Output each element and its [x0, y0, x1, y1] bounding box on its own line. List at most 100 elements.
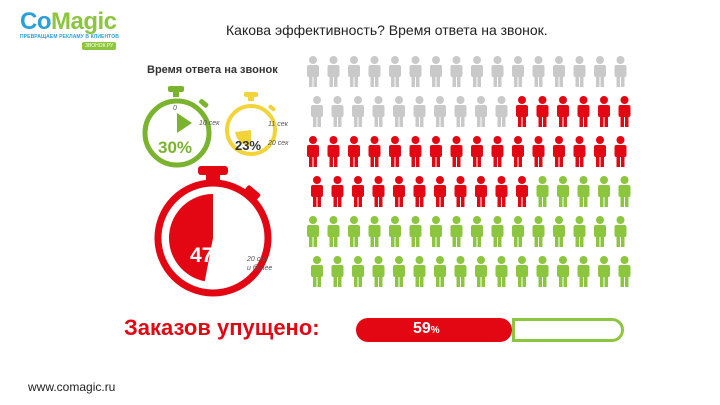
person-icon [307, 216, 319, 247]
person-icon [532, 136, 545, 167]
person-icon [516, 176, 528, 207]
logo-tagline: ПРЕВРАЩАЕМ РЕКЛАМУ В КЛИЕНТОВ [20, 34, 119, 40]
stopwatch-icon-yellow [225, 92, 277, 156]
person-icon [618, 96, 631, 127]
person-icon [372, 96, 385, 127]
person-icon [327, 136, 340, 167]
slide-title: Какова эффективность? Время ответа на зв… [226, 22, 548, 38]
person-icon [594, 136, 606, 167]
person-icon [618, 176, 631, 207]
person-icon [536, 96, 549, 127]
person-icon [618, 256, 631, 287]
person-icon [430, 136, 442, 167]
person-icon [450, 56, 463, 87]
person-icon [454, 256, 467, 287]
logo-badge: ЗВОНОК.РУ [82, 42, 117, 50]
person-icon [393, 256, 405, 287]
person-icon [352, 96, 364, 127]
person-icon [573, 216, 586, 247]
person-icon [598, 176, 610, 207]
person-icon [331, 96, 344, 127]
timer2-sector [235, 130, 251, 146]
missed-orders-label: Заказов упущено: [124, 315, 320, 340]
missed-bar-fill [356, 318, 512, 342]
person-icon [372, 256, 385, 287]
person-icon [594, 216, 606, 247]
person-icon [331, 176, 344, 207]
person-icon [454, 96, 467, 127]
person-icon [430, 56, 442, 87]
person-icon [557, 96, 569, 127]
person-icon [327, 56, 340, 87]
person-icon [311, 176, 323, 207]
person-icon [577, 256, 590, 287]
person-icon [614, 56, 627, 87]
stopwatch-icon-red [154, 166, 272, 297]
timer2-label2: 20 сек [268, 140, 289, 147]
person-icon [393, 176, 405, 207]
person-icon [532, 56, 545, 87]
timer1-start-label: 0 [173, 105, 177, 112]
person-icon [573, 56, 586, 87]
person-icon [577, 176, 590, 207]
timer3-sector [168, 194, 213, 282]
person-icon [434, 256, 446, 287]
timer2-label: 11 сек [268, 121, 288, 128]
person-icon [389, 136, 401, 167]
person-icon [430, 216, 442, 247]
infographic-subtitle: Время ответа на звонок [147, 64, 278, 76]
person-icon [409, 216, 422, 247]
person-icon [413, 256, 426, 287]
missed-value: 59 [413, 320, 431, 337]
person-icon [598, 256, 610, 287]
person-icon [495, 96, 508, 127]
person-icon [536, 256, 549, 287]
timer1-sector [177, 113, 192, 133]
person-icon [409, 136, 422, 167]
person-icon [413, 96, 426, 127]
person-icon [434, 176, 446, 207]
person-icon [614, 216, 627, 247]
person-icon [311, 256, 323, 287]
logo-text-a: Co [20, 8, 52, 35]
person-icon [495, 176, 508, 207]
person-icon [434, 96, 446, 127]
person-icon [450, 216, 463, 247]
person-icon [352, 256, 364, 287]
person-icon [393, 96, 405, 127]
people-grid [307, 56, 631, 287]
person-icon [368, 136, 381, 167]
person-icon [471, 216, 483, 247]
person-icon [536, 176, 549, 207]
person-icon [557, 256, 569, 287]
stopwatch-icon-green [142, 86, 212, 168]
person-icon [495, 256, 508, 287]
person-icon [471, 56, 483, 87]
person-icon [491, 136, 504, 167]
missed-unit: % [430, 325, 440, 336]
person-icon [491, 216, 504, 247]
website-link[interactable]: www.comagic.ru [28, 380, 116, 394]
person-icon [512, 56, 524, 87]
person-icon [372, 176, 385, 207]
person-icon [389, 56, 401, 87]
person-icon [450, 136, 463, 167]
logo-text-b: Magic [51, 8, 117, 35]
person-icon [573, 136, 586, 167]
timer2-percent: 23% [235, 138, 262, 153]
timer3-percent: 47% [190, 244, 233, 267]
missed-bar-remaining [512, 318, 624, 342]
person-icon [368, 216, 381, 247]
person-icon [413, 176, 426, 207]
person-icon [311, 96, 323, 127]
person-icon [454, 176, 467, 207]
person-icon [577, 96, 590, 127]
timer3-label: 20 сек [247, 256, 268, 263]
logo: CoMagic [20, 8, 117, 36]
timer3-label2: и более [247, 265, 273, 272]
person-icon [307, 136, 319, 167]
person-icon [557, 176, 569, 207]
person-icon [475, 176, 487, 207]
person-icon [348, 56, 360, 87]
